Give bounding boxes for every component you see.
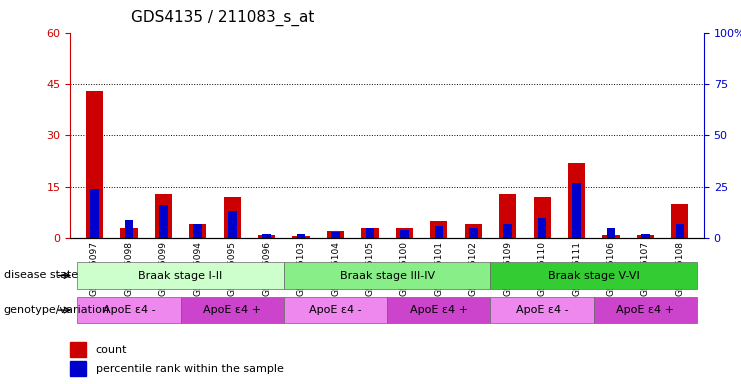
Bar xyxy=(362,228,379,238)
Text: Braak stage III-IV: Braak stage III-IV xyxy=(339,270,435,281)
Bar xyxy=(120,228,138,238)
Bar xyxy=(469,228,477,238)
Bar xyxy=(77,262,284,289)
Bar xyxy=(568,163,585,238)
Bar xyxy=(70,342,86,357)
Bar xyxy=(434,226,443,238)
Text: Braak stage V-VI: Braak stage V-VI xyxy=(548,270,639,281)
Bar xyxy=(90,189,99,238)
Bar xyxy=(641,234,650,238)
Bar xyxy=(491,297,594,323)
Text: ApoE ε4 -: ApoE ε4 - xyxy=(102,305,156,315)
Bar xyxy=(193,224,202,238)
Bar xyxy=(70,361,86,376)
Bar xyxy=(284,262,491,289)
Bar xyxy=(465,224,482,238)
Bar xyxy=(262,234,271,238)
Text: ApoE ε4 +: ApoE ε4 + xyxy=(617,305,674,315)
Bar xyxy=(594,297,697,323)
Bar xyxy=(534,197,551,238)
Bar xyxy=(293,237,310,238)
Bar xyxy=(258,235,275,238)
Bar xyxy=(602,235,619,238)
Text: disease state: disease state xyxy=(4,270,78,280)
Bar xyxy=(159,205,167,238)
Bar xyxy=(503,224,512,238)
Text: ApoE ε4 -: ApoE ε4 - xyxy=(516,305,568,315)
Bar xyxy=(387,297,491,323)
Bar xyxy=(284,297,387,323)
Bar xyxy=(396,228,413,238)
Bar xyxy=(181,297,284,323)
Bar xyxy=(365,228,374,238)
Text: genotype/variation: genotype/variation xyxy=(4,305,110,315)
Bar xyxy=(155,194,172,238)
Text: Braak stage I-II: Braak stage I-II xyxy=(139,270,223,281)
Bar xyxy=(224,197,241,238)
Text: GDS4135 / 211083_s_at: GDS4135 / 211083_s_at xyxy=(130,10,314,26)
Text: ApoE ε4 +: ApoE ε4 + xyxy=(203,305,262,315)
Bar xyxy=(676,224,684,238)
Text: percentile rank within the sample: percentile rank within the sample xyxy=(96,364,284,374)
Bar xyxy=(189,224,207,238)
Bar xyxy=(228,211,236,238)
Bar xyxy=(77,297,181,323)
Bar xyxy=(499,194,516,238)
Bar xyxy=(607,228,615,238)
Bar xyxy=(491,262,697,289)
Bar xyxy=(297,234,305,238)
Bar xyxy=(86,91,103,238)
Bar xyxy=(431,221,448,238)
Text: ApoE ε4 -: ApoE ε4 - xyxy=(309,305,362,315)
Bar xyxy=(538,217,546,238)
Bar xyxy=(331,232,340,238)
Text: count: count xyxy=(96,345,127,355)
Text: ApoE ε4 +: ApoE ε4 + xyxy=(410,305,468,315)
Bar xyxy=(572,183,581,238)
Bar xyxy=(671,204,688,238)
Bar xyxy=(400,230,409,238)
Bar xyxy=(637,235,654,238)
Bar xyxy=(124,220,133,238)
Bar xyxy=(327,231,344,238)
